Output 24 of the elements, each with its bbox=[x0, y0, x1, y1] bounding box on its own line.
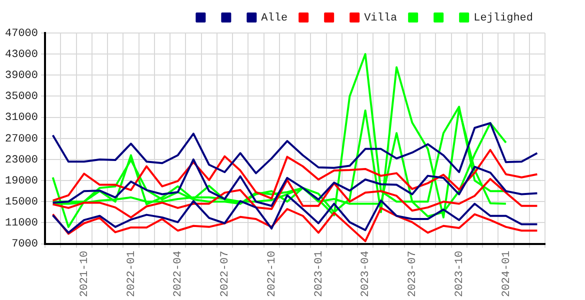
y-tick-label: 27000 bbox=[4, 133, 38, 146]
x-tick-label: 2023-10 bbox=[454, 250, 466, 298]
x-tick-label: 2023-01 bbox=[313, 250, 326, 298]
x-tick-label: 2022-07 bbox=[220, 250, 232, 298]
legend-label: Alle bbox=[261, 12, 288, 24]
y-tick-label: 47000 bbox=[4, 28, 38, 40]
x-tick-label: 2022-10 bbox=[266, 250, 278, 298]
y-tick-label: 31000 bbox=[4, 112, 38, 124]
y-tick-label: 43000 bbox=[4, 48, 38, 61]
y-tick-label: 35000 bbox=[4, 91, 38, 104]
legend-label: Villa bbox=[364, 12, 398, 24]
x-tick-label: 2021-10 bbox=[78, 250, 91, 298]
y-tick-label: 39000 bbox=[4, 70, 38, 82]
x-tick-label: 2022-01 bbox=[126, 250, 138, 298]
y-tick-label: 15000 bbox=[4, 196, 38, 209]
x-tick-label: 2023-07 bbox=[407, 250, 420, 298]
x-tick-label: 2024-01 bbox=[500, 250, 513, 298]
y-tick-label: 11000 bbox=[4, 218, 38, 230]
y-tick-label: 23000 bbox=[4, 154, 38, 166]
x-tick-label: 2022-04 bbox=[172, 250, 185, 298]
y-tick-label: 7000 bbox=[12, 238, 38, 251]
legend-label: Lejlighed bbox=[474, 12, 534, 24]
y-tick-label: 19000 bbox=[4, 175, 38, 188]
x-tick-label: 2023-04 bbox=[360, 250, 372, 298]
